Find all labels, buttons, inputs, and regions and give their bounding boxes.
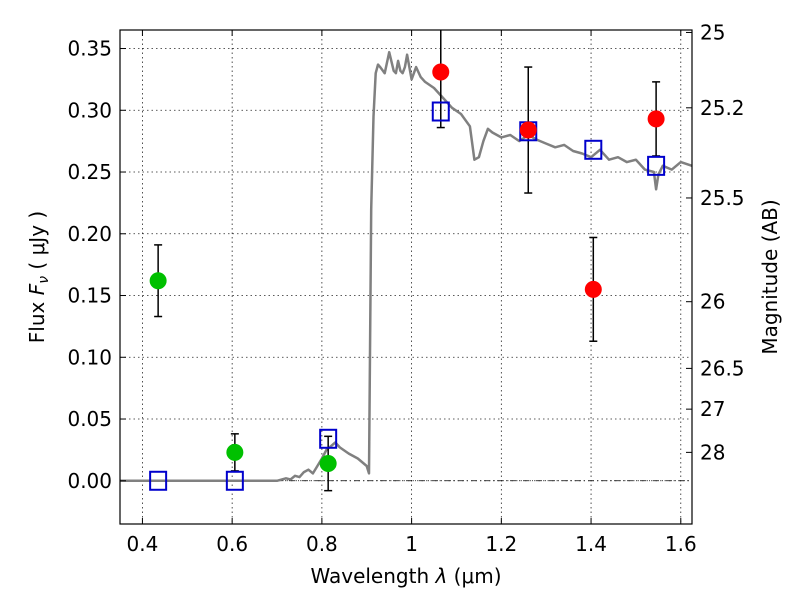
x-tick-label: 0.8 [306, 532, 338, 556]
y2-tick-label: 26 [700, 290, 725, 314]
ticks [120, 30, 692, 524]
y-tick-label: 0.35 [67, 37, 112, 61]
y2-tick-label: 25.2 [700, 96, 745, 120]
model-photometry-square [431, 101, 450, 122]
model-photometry-square [584, 139, 603, 160]
y2-tick-label: 25.5 [700, 186, 745, 210]
y2-axis-label: Magnitude (AB) [758, 199, 782, 354]
x-label-prefix: Wavelength [310, 564, 435, 588]
y-label-units: ( μJy ) [25, 211, 49, 276]
y-tick-label: 0.05 [67, 407, 112, 431]
y-label-subscript: ν [36, 276, 52, 284]
y-label-symbol: F [25, 283, 49, 295]
tick-labels: 0.4 0.6 0.8 1 1.2 1.4 1.6 0.00 0.05 0.10 0.15 0.20 0… [67, 20, 744, 556]
y-tick-label: 0.20 [67, 222, 112, 246]
y2-tick-label: 25 [700, 20, 725, 44]
y-tick-label: 0.30 [67, 98, 112, 122]
observed-flux-point [647, 110, 665, 128]
observed-flux-point [319, 454, 337, 472]
error-bars [154, 30, 661, 492]
x-label-units: (μm) [447, 564, 501, 588]
observed-flux-point [432, 63, 450, 81]
observed-flux-point [519, 121, 537, 139]
x-tick-label: 0.6 [216, 532, 248, 556]
y2-tick-label: 28 [700, 440, 725, 464]
x-tick-label: 1.6 [665, 532, 697, 556]
y2-tick-label: 27 [700, 397, 725, 421]
y-tick-label: 0.10 [67, 345, 112, 369]
x-tick-label: 1.4 [575, 532, 607, 556]
observed-flux-point [149, 272, 167, 290]
spectrum-line [120, 50, 693, 483]
y2-tick-label: 26.5 [700, 356, 745, 380]
model-photometry-square [647, 155, 666, 176]
markers [149, 63, 666, 491]
x-tick-label: 1 [405, 532, 418, 556]
y-axis-label: Flux Fν ( μJy ) [25, 211, 52, 343]
model-photometry-square [319, 428, 338, 449]
model-photometry-square [225, 470, 244, 491]
model-photometry-square [149, 470, 168, 491]
y-tick-label: 0.15 [67, 284, 112, 308]
x-label-symbol: λ [434, 564, 447, 588]
x-tick-label: 0.4 [127, 532, 159, 556]
x-axis-label: Wavelength λ (μm) [310, 564, 501, 588]
y-tick-label: 0.25 [67, 160, 112, 184]
y-tick-label: 0.00 [67, 469, 112, 493]
grid-lines [120, 30, 692, 524]
observed-flux-point [226, 443, 244, 461]
plot-frame [119, 29, 693, 525]
spectrum [120, 50, 693, 483]
observed-flux-point [584, 280, 602, 298]
x-tick-label: 1.2 [485, 532, 517, 556]
y-label-prefix: Flux [25, 295, 49, 343]
